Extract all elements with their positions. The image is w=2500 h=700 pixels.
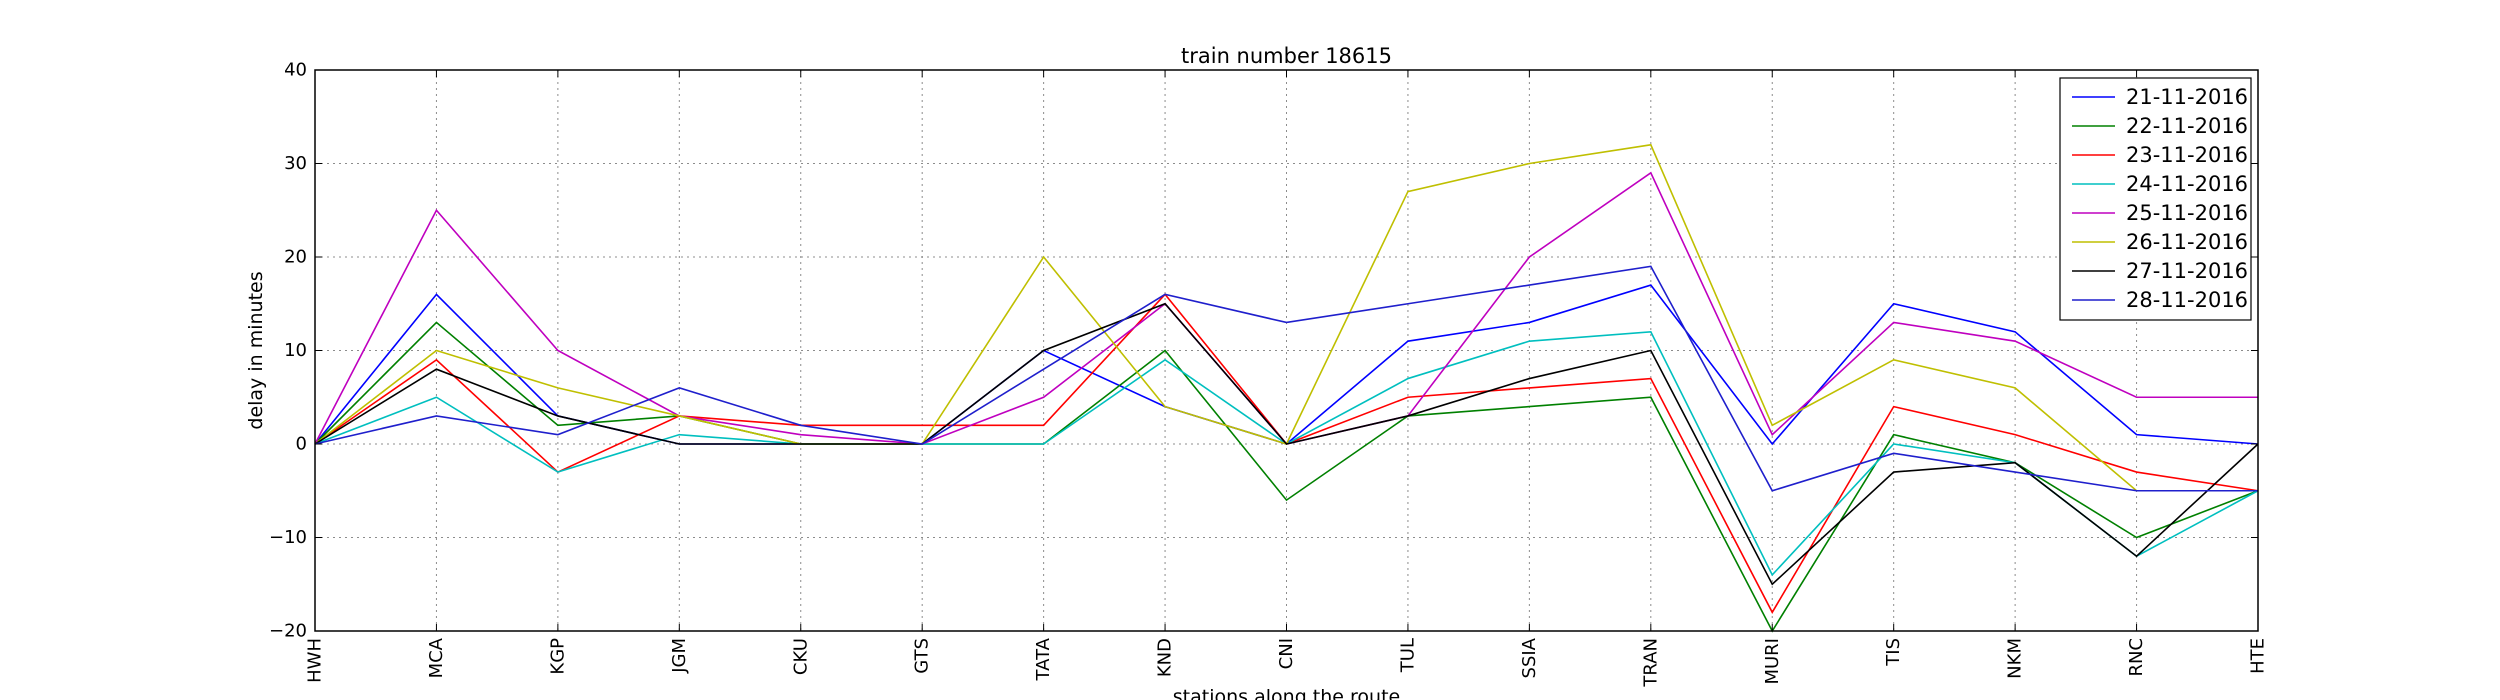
- x-tick-label: MCA: [426, 637, 447, 678]
- x-tick-label: HTE: [2248, 638, 2269, 674]
- series-line: [314, 265, 2258, 492]
- x-tick-label: MURI: [1762, 638, 1783, 685]
- x-tick-label: GTS: [912, 638, 933, 674]
- legend-label: 25-11-2016: [2126, 201, 2248, 225]
- x-tick-label: NKM: [2005, 638, 2026, 679]
- x-tick-label: CNI: [1276, 638, 1297, 669]
- y-tick-label: 0: [296, 434, 307, 455]
- legend-label: 24-11-2016: [2126, 172, 2248, 196]
- x-tick-label: JGM: [669, 638, 690, 674]
- x-tick-label: RNC: [2126, 638, 2147, 677]
- y-tick-label: −10: [269, 527, 307, 548]
- legend-label: 27-11-2016: [2126, 259, 2248, 283]
- series-line: [314, 302, 2259, 586]
- chart-title: train number 18615: [1181, 44, 1392, 68]
- series-line: [314, 321, 2259, 633]
- legend-label: 28-11-2016: [2126, 288, 2248, 312]
- y-tick-label: 10: [284, 340, 307, 361]
- x-tick-label: CKU: [790, 638, 811, 675]
- axis-ticks: HWH MCA KGP JGM CKU GTS TATA KND CNI TUL SSIA TRAN M…: [269, 60, 2269, 688]
- legend-label: 21-11-2016: [2126, 85, 2248, 109]
- x-axis-title: stations along the route: [1173, 686, 1400, 700]
- y-tick-label: 40: [284, 60, 307, 81]
- legend-box: [2059, 77, 2252, 321]
- x-tick-label: HWH: [305, 638, 326, 683]
- y-axis-title: delay in minutes: [245, 271, 267, 429]
- x-tick-label: SSIA: [1519, 637, 1540, 678]
- legend-label: 23-11-2016: [2126, 143, 2248, 167]
- x-tick-label: KND: [1155, 638, 1176, 677]
- legend-label: 26-11-2016: [2126, 230, 2248, 254]
- x-tick-label: TRAN: [1640, 638, 1661, 688]
- y-tick-label: −20: [269, 621, 307, 642]
- x-tick-label: TATA: [1033, 637, 1054, 681]
- x-tick-label: TUL: [1397, 638, 1418, 673]
- x-tick-label: KGP: [547, 638, 568, 675]
- legend-label: 22-11-2016: [2126, 114, 2248, 138]
- x-tick-label: TIS: [1883, 638, 1904, 667]
- y-tick-label: 30: [284, 153, 307, 174]
- legend: 21-11-2016 22-11-2016 23-11-2016 24-11-2016…: [2059, 77, 2252, 321]
- series-lines: [314, 143, 2259, 633]
- y-tick-label: 20: [284, 247, 307, 268]
